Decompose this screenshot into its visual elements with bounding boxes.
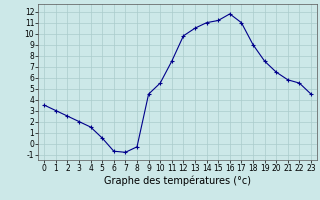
X-axis label: Graphe des températures (°c): Graphe des températures (°c): [104, 176, 251, 186]
